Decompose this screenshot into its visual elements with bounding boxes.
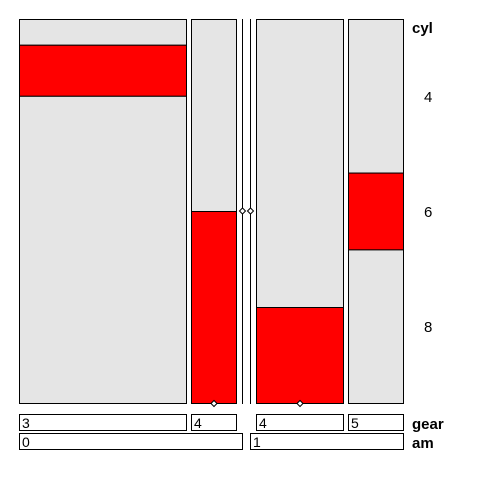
gear-strip-label: 3 [22,415,30,431]
mosaic-cell-am1-gear5-cyl6 [348,172,404,251]
am-strip-label: 1 [253,434,261,450]
cyl-level-label-6: 6 [424,204,432,221]
gear-strip-box [191,414,237,431]
mosaic-cell-am0-gear3-cyl8 [19,95,187,405]
am-strip-label: 0 [22,434,30,450]
mosaic-cell-am0-gear3-cyl6 [19,44,187,97]
mosaic-cell-am0-gear4-cyl4 [191,19,237,212]
empty-cell-marker-am1-gear4-cyl8 [296,399,304,408]
gear-strip-box [19,414,187,431]
mosaic-cell-am0-gear4-cyl6 [191,211,237,404]
am-strip-box [250,433,404,450]
cyl-level-label-8: 8 [424,319,432,336]
mosaic-cell-am1-gear5-cyl8 [348,249,404,404]
cyl-level-label-4: 4 [424,89,432,106]
mosaic-cell-am1-gear4-cyl4 [256,19,344,308]
y-level-labels: 4 6 8 [424,89,432,336]
empty-category-marker [246,207,255,215]
gear-strip-label: 4 [194,415,202,431]
gear-variable-label: gear [412,416,444,433]
strip-labels: 3 4 0 4 5 1 [19,414,404,450]
mosaic-cell-am0-gear3-cyl4 [19,19,187,46]
am-strip-box [19,433,243,450]
mosaic-cell-am1-gear4-cyl6 [256,307,344,404]
y-variable-label: cyl [412,20,433,37]
gear-strip-label: 5 [351,415,359,431]
empty-category-marker [238,207,247,215]
mosaic-cell-am1-gear5-cyl4 [348,19,404,174]
gear-strip-label: 4 [259,415,267,431]
gear-strip-box [256,414,344,431]
gear-strip-box [348,414,404,431]
mosaic-cells [19,19,404,408]
empty-cell-marker-am0-gear4-cyl8 [210,399,218,408]
am-variable-label: am [412,435,434,452]
